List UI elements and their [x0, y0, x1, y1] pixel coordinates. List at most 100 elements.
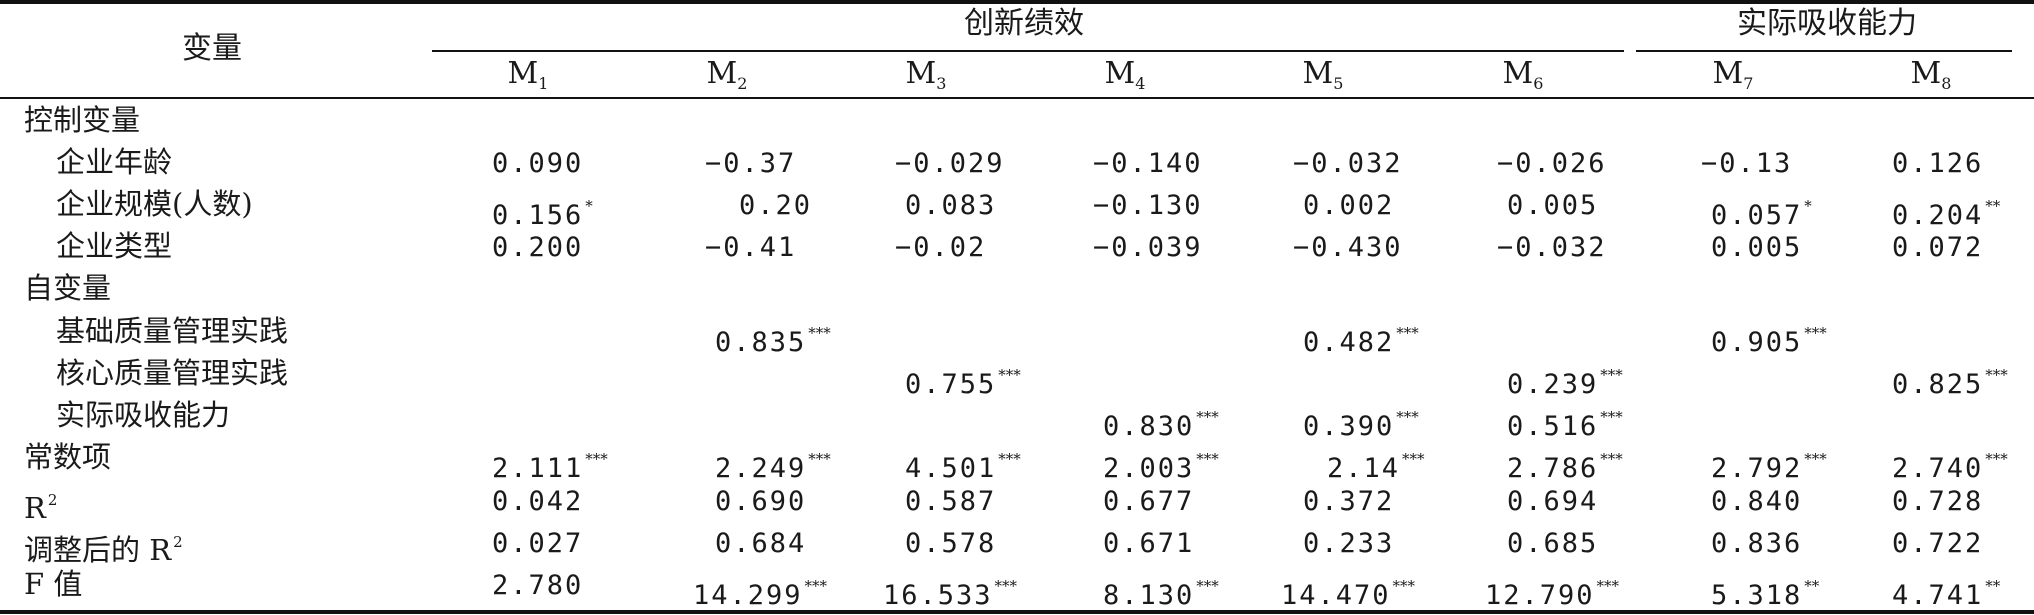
significance-stars: ***: [998, 366, 1021, 384]
row-label-text: 实际吸收能力: [56, 398, 231, 432]
model-header-base: M: [905, 56, 937, 91]
model-header-base: M: [1712, 56, 1744, 91]
cell-value: 0.233: [1303, 528, 1395, 559]
row-label-superscript: 2: [47, 491, 58, 509]
row-label: 核心质量管理实践: [56, 355, 288, 391]
table-cell: 0.005: [1711, 230, 1802, 266]
cell-value: −0.430: [1293, 232, 1403, 263]
significance-stars: ***: [1196, 577, 1219, 595]
table-cell: 0.516 ***: [1507, 399, 1623, 445]
cell-value: 0.684: [715, 528, 807, 559]
row-label-superscript: 2: [173, 533, 183, 551]
cell-value: 0.694: [1507, 486, 1599, 517]
model-header-sub: 3: [936, 74, 947, 93]
model-header-6: M6: [1463, 56, 1583, 102]
significance-stars: ***: [1600, 408, 1623, 426]
variable-header: 变量: [182, 31, 242, 66]
cell-value: −0.026: [1497, 148, 1607, 179]
group-header-innovation: 创新绩效: [964, 6, 1084, 41]
cell-value: 0.755: [905, 369, 997, 400]
cell-value: 0.002: [1303, 190, 1395, 221]
table-cell: 0.090: [492, 146, 583, 182]
cell-value: 0.722: [1892, 528, 1984, 559]
table-cell: 0.671: [1103, 526, 1194, 562]
model-header-sub: 5: [1333, 74, 1344, 93]
cell-value: −0.032: [1497, 232, 1607, 263]
table-cell: 2.111 ***: [492, 441, 608, 487]
cell-value: 0.578: [905, 528, 997, 559]
table-cell: 12.790 ***: [1485, 568, 1619, 614]
table-cell: 0.482 ***: [1303, 315, 1419, 361]
row-label: 常数项: [24, 439, 111, 475]
significance-stars: ***: [994, 577, 1018, 595]
table-cell: 0.005: [1507, 188, 1598, 224]
model-header-sub: 8: [1941, 74, 1952, 93]
table-cell: 0.239 ***: [1507, 357, 1623, 403]
top-rule: [0, 0, 2034, 4]
model-header-base: M: [1502, 56, 1534, 91]
cell-value: 0.090: [492, 148, 584, 179]
table-cell: 0.722: [1892, 526, 1983, 562]
model-header-base: M: [1302, 56, 1334, 91]
significance-stars: ***: [1985, 366, 2008, 384]
significance-stars: ***: [1196, 450, 1219, 468]
significance-stars: ***: [1396, 324, 1419, 342]
cell-value: 0.126: [1892, 148, 1984, 179]
row-label: 企业规模(人数): [56, 186, 253, 222]
cell-value: 0.239: [1507, 369, 1599, 400]
cell-value: 2.786: [1507, 453, 1599, 484]
table-cell: 0.684: [715, 526, 806, 562]
row-label-text: 基础质量管理实践: [56, 314, 289, 348]
row-label-text: R: [24, 491, 46, 525]
cell-value: 0.005: [1711, 232, 1803, 263]
cell-value: 8.130: [1103, 580, 1195, 611]
model-header-base: M: [1104, 56, 1136, 91]
cell-value: 0.587: [905, 486, 997, 517]
model-header-1: M1: [468, 56, 588, 102]
significance-stars: ***: [1804, 324, 1827, 342]
cell-value: 0.200: [492, 232, 584, 263]
row-label: F 值: [24, 566, 82, 602]
cell-value: 0.830: [1103, 411, 1195, 442]
cell-value: 0.516: [1507, 411, 1599, 442]
table-cell: 0.587: [905, 484, 996, 520]
table-cell: 2.740 ***: [1892, 441, 2008, 487]
cell-value: 0.042: [492, 486, 584, 517]
cell-value: 0.728: [1892, 486, 1984, 517]
cell-value: 0.005: [1507, 190, 1599, 221]
significance-stars: ***: [585, 450, 608, 468]
table-cell: 0.204 **: [1892, 188, 2000, 234]
table-cell: 0.002: [1303, 188, 1394, 224]
model-header-7: M7: [1673, 56, 1793, 102]
table-cell: 0.835 ***: [715, 315, 831, 361]
cell-value: 2.780: [492, 570, 584, 601]
row-label-text: 常数项: [24, 440, 112, 474]
table-cell: 2.780: [492, 568, 583, 604]
cell-value: 0.835: [715, 327, 807, 358]
row-label-text: F 值: [24, 567, 83, 601]
cell-value: −0.130: [1093, 190, 1203, 221]
cell-value: 0.204: [1892, 200, 1984, 231]
row-label: 控制变量: [24, 102, 140, 138]
cell-value: 0.690: [715, 486, 807, 517]
cell-value: 4.741: [1892, 580, 1984, 611]
table-cell: 14.470 ***: [1281, 568, 1415, 614]
row-label: 实际吸收能力: [56, 397, 230, 433]
table-cell: 0.156 *: [492, 188, 593, 234]
row-label: 企业年龄: [56, 144, 172, 180]
table-cell: 14.299 ***: [693, 568, 827, 614]
model-header-sub: 4: [1135, 74, 1146, 93]
table-cell: 2.003 ***: [1103, 441, 1219, 487]
cell-value: 2.14: [1327, 453, 1401, 484]
significance-stars: *: [585, 197, 593, 215]
group2-underline: [1636, 50, 2012, 52]
cell-value: −0.140: [1093, 148, 1203, 179]
bottom-rule: [0, 610, 2034, 614]
significance-stars: ***: [1392, 577, 1416, 595]
table-cell: 0.830 ***: [1103, 399, 1219, 445]
significance-stars: ***: [1596, 577, 1620, 595]
significance-stars: ***: [808, 450, 831, 468]
cell-value: 0.671: [1103, 528, 1195, 559]
cell-value: 0.156: [492, 200, 584, 231]
cell-value: 14.299: [693, 580, 803, 611]
